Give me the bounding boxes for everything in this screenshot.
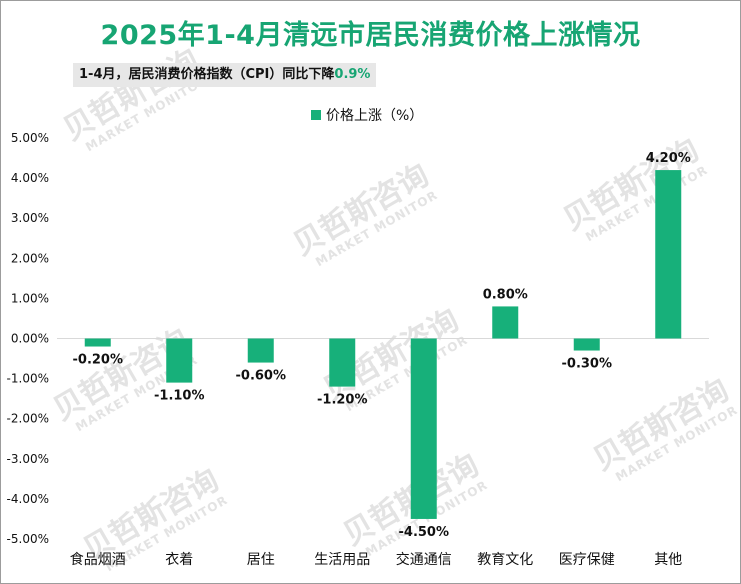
bar-6 [492, 306, 519, 339]
data-label: -0.60% [236, 369, 287, 384]
y-tick-label: -3.00% [7, 452, 49, 466]
y-tick-label: 0.00% [11, 332, 49, 346]
category-label: 医疗保健 [559, 552, 615, 568]
bar-5 [410, 338, 437, 519]
data-label: -1.10% [154, 389, 205, 404]
data-label: 0.80% [483, 287, 528, 302]
y-tick-label: -4.00% [7, 492, 49, 506]
legend-swatch [311, 110, 321, 120]
y-tick-label: -2.00% [7, 412, 49, 426]
y-tick-label: 1.00% [11, 291, 49, 305]
subtitle-value: 0.9% [334, 67, 371, 82]
subtitle-text: 1-4月，居民消费价格指数（CPI）同比下降 [79, 67, 335, 82]
bar-3 [247, 338, 274, 363]
legend-label: 价格上涨（%） [326, 108, 423, 124]
chart-title: 2025年1-4月清远市居民消费价格上涨情况 [100, 20, 641, 51]
category-label: 居住 [247, 552, 275, 568]
data-label: -0.20% [73, 353, 124, 368]
category-label: 衣着 [165, 552, 193, 568]
y-tick-label: 5.00% [11, 131, 49, 145]
data-label: -1.20% [317, 393, 368, 408]
data-label: -4.50% [399, 525, 450, 540]
y-tick-label: 2.00% [11, 251, 49, 265]
data-label: -0.30% [562, 357, 613, 372]
y-tick-label: -1.00% [7, 372, 49, 386]
subtitle-box: 1-4月，居民消费价格指数（CPI）同比下降0.9% [73, 63, 377, 87]
category-label: 交通通信 [396, 551, 452, 568]
y-tick-label: 3.00% [11, 211, 49, 225]
category-label: 其他 [654, 552, 682, 568]
bar-2 [166, 338, 193, 383]
data-label: 4.20% [646, 151, 691, 166]
category-label: 食品烟酒 [70, 551, 126, 568]
y-tick-label: -5.00% [7, 532, 49, 546]
bar-4 [329, 338, 356, 387]
bar-8 [655, 170, 682, 339]
bar-1 [84, 338, 111, 347]
category-label: 生活用品 [314, 552, 370, 568]
bar-7 [573, 338, 600, 351]
category-label: 教育文化 [477, 552, 533, 568]
y-tick-label: 4.00% [11, 171, 49, 185]
